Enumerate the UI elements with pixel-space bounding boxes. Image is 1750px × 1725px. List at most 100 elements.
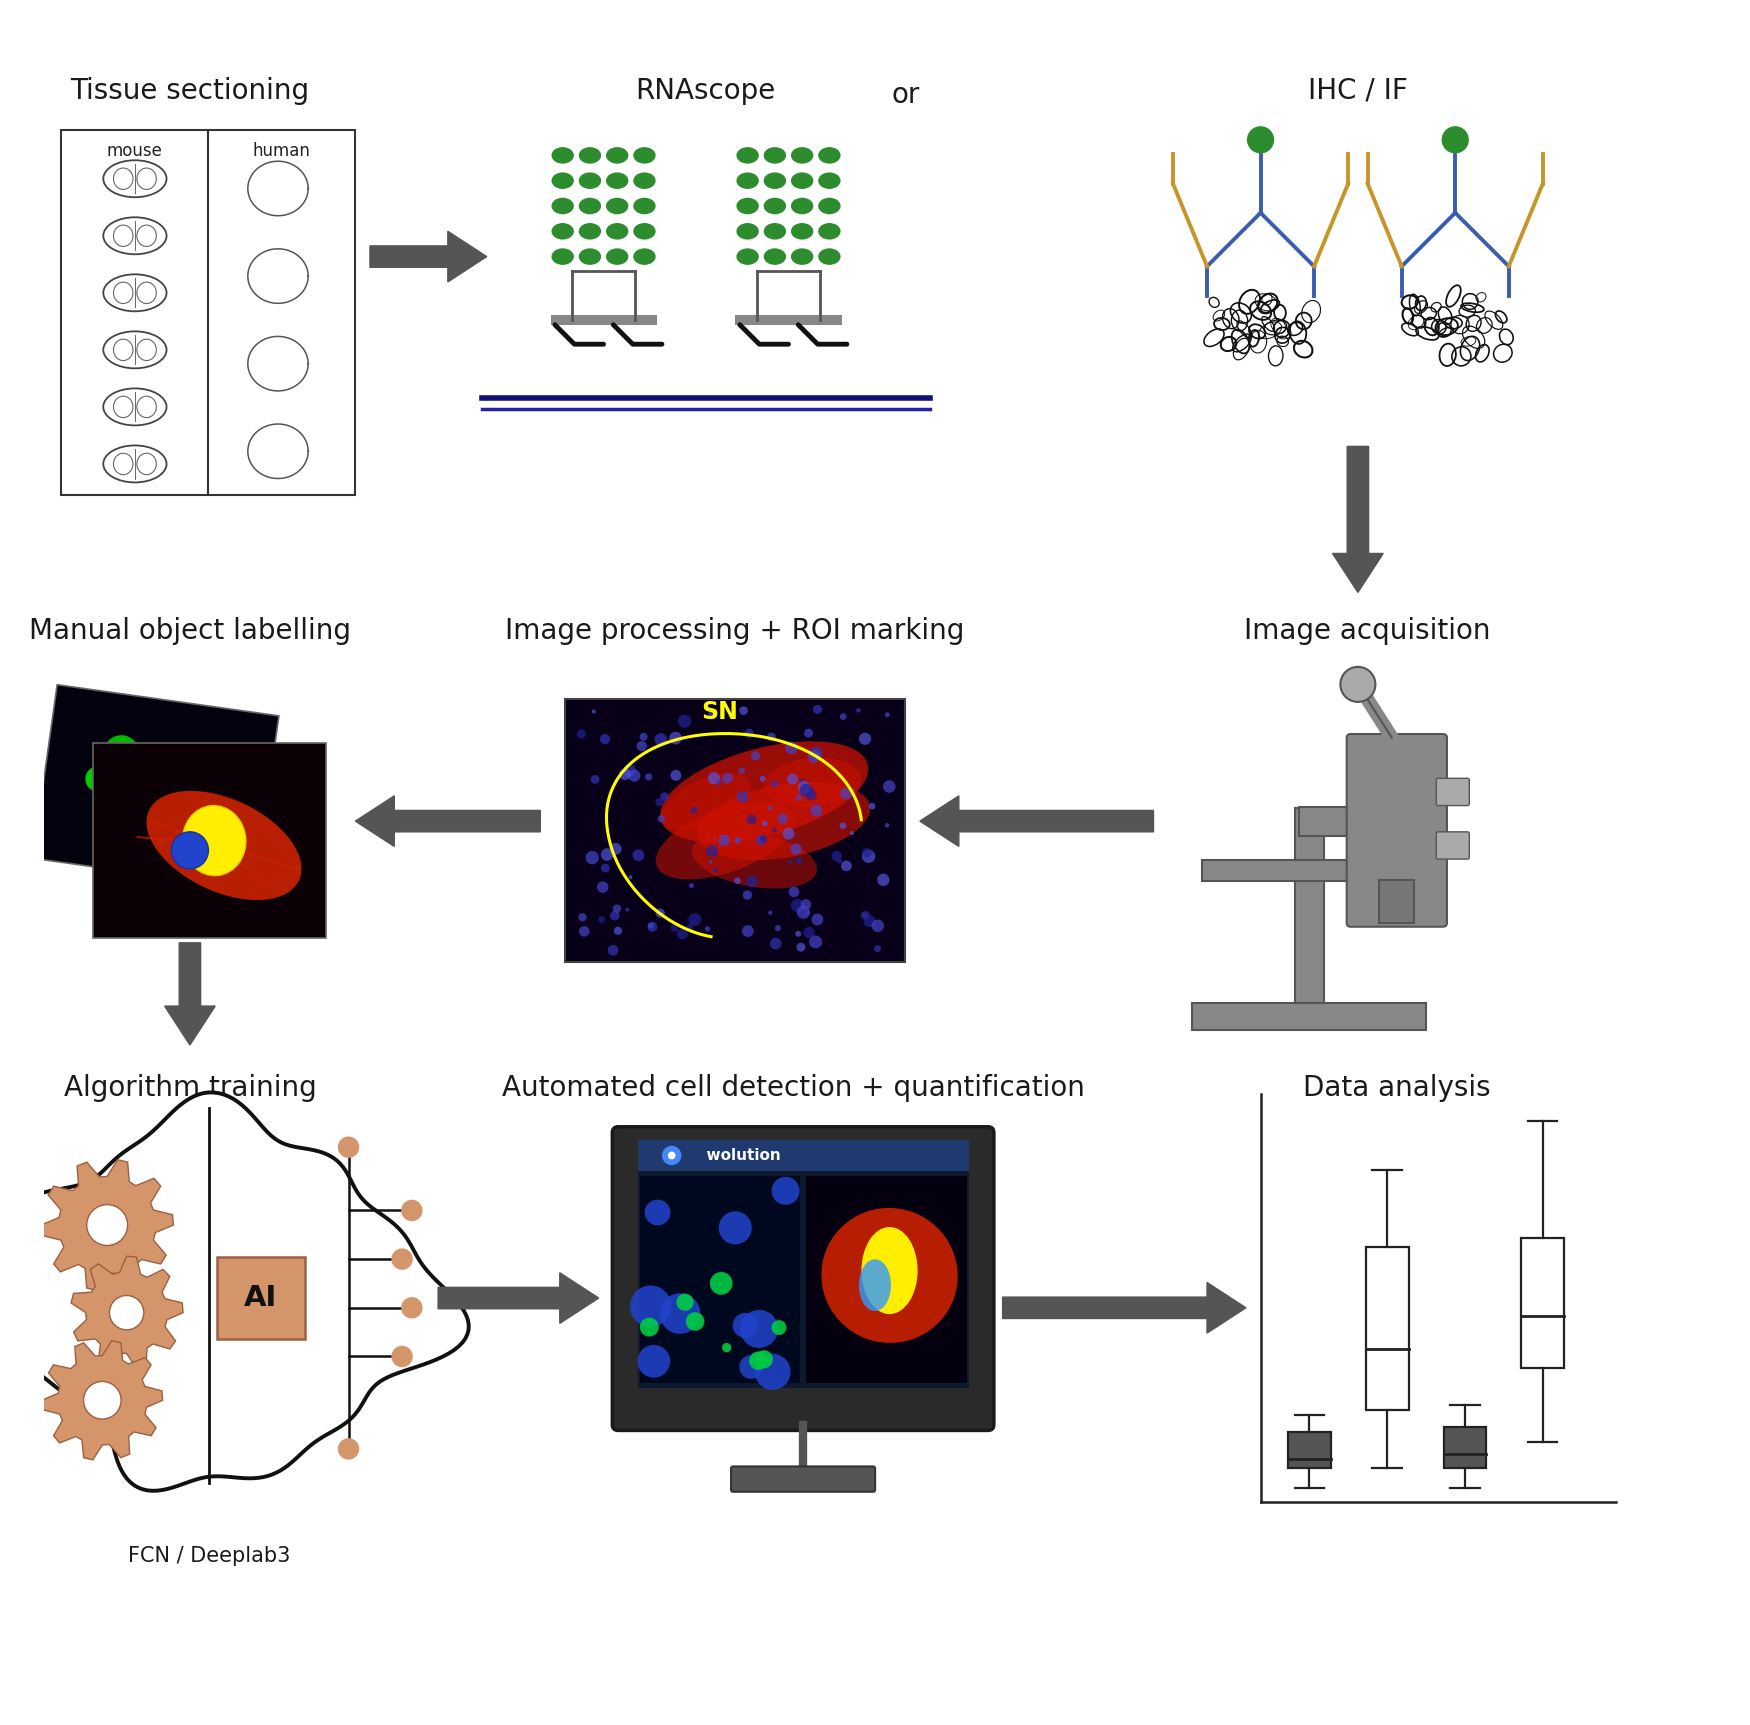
Circle shape [662,1145,681,1164]
Text: mouse: mouse [107,141,163,160]
Circle shape [709,711,716,719]
Ellipse shape [737,172,760,190]
Circle shape [810,747,822,759]
Circle shape [751,752,760,761]
Circle shape [1248,126,1274,154]
Text: RNAscope: RNAscope [635,76,775,105]
Circle shape [620,769,630,780]
Circle shape [644,1199,670,1225]
Ellipse shape [763,147,786,164]
Ellipse shape [791,147,814,164]
Circle shape [670,925,679,932]
Ellipse shape [819,147,840,164]
Circle shape [677,928,688,940]
FancyBboxPatch shape [732,1466,875,1492]
Circle shape [686,925,693,932]
Ellipse shape [606,198,628,214]
Circle shape [600,849,612,861]
Ellipse shape [763,223,786,240]
Circle shape [623,764,635,776]
FancyBboxPatch shape [637,1140,968,1389]
Circle shape [625,907,630,913]
Circle shape [691,807,698,814]
Ellipse shape [551,248,574,266]
Circle shape [705,926,710,932]
Ellipse shape [634,147,656,164]
Circle shape [578,730,586,738]
Circle shape [598,916,605,923]
Circle shape [754,1351,774,1368]
Circle shape [128,800,156,828]
Polygon shape [72,1256,184,1368]
Circle shape [668,1152,676,1159]
FancyBboxPatch shape [1444,1427,1486,1468]
Circle shape [145,766,168,788]
Circle shape [723,1344,732,1352]
Circle shape [401,1201,422,1221]
Circle shape [738,706,747,714]
Ellipse shape [791,172,814,190]
Circle shape [677,714,691,728]
Circle shape [737,792,749,802]
Circle shape [777,814,788,825]
Circle shape [863,849,872,857]
Text: wolution: wolution [696,1147,780,1163]
Ellipse shape [763,248,786,266]
Circle shape [609,844,621,854]
Circle shape [814,706,822,714]
Ellipse shape [172,831,208,869]
Circle shape [761,821,768,826]
Circle shape [600,733,611,743]
Circle shape [831,850,842,861]
Circle shape [836,859,842,864]
Circle shape [859,733,872,745]
Circle shape [686,1313,705,1330]
Text: or: or [891,81,919,109]
Circle shape [872,919,884,932]
Circle shape [768,806,774,811]
Circle shape [760,776,766,781]
Circle shape [800,778,805,783]
Ellipse shape [606,147,628,164]
Polygon shape [164,944,215,1045]
Circle shape [742,925,754,937]
Ellipse shape [606,248,628,266]
Circle shape [772,1176,800,1204]
Circle shape [103,735,138,771]
Circle shape [648,923,654,928]
Ellipse shape [696,781,870,861]
Circle shape [723,773,733,783]
Circle shape [766,733,775,742]
Circle shape [690,883,695,888]
Ellipse shape [551,147,574,164]
Circle shape [738,1356,763,1378]
Circle shape [592,709,595,714]
Ellipse shape [737,147,760,164]
Circle shape [798,781,810,794]
Circle shape [656,909,665,918]
Ellipse shape [606,172,628,190]
Ellipse shape [737,198,760,214]
FancyBboxPatch shape [1192,1004,1426,1030]
Circle shape [709,773,719,785]
Circle shape [794,932,802,937]
Circle shape [614,926,621,935]
Circle shape [747,814,756,825]
Ellipse shape [579,198,602,214]
Ellipse shape [737,223,760,240]
Circle shape [788,773,798,785]
Circle shape [88,1204,128,1245]
Circle shape [640,1318,658,1337]
Circle shape [628,769,640,781]
Circle shape [803,728,814,738]
Circle shape [840,712,847,719]
Polygon shape [438,1273,598,1323]
Circle shape [770,938,782,949]
Circle shape [800,783,814,797]
Circle shape [84,1382,121,1420]
Ellipse shape [791,248,814,266]
Ellipse shape [182,806,247,876]
Circle shape [612,904,621,913]
Circle shape [164,795,182,812]
FancyBboxPatch shape [217,1258,304,1339]
